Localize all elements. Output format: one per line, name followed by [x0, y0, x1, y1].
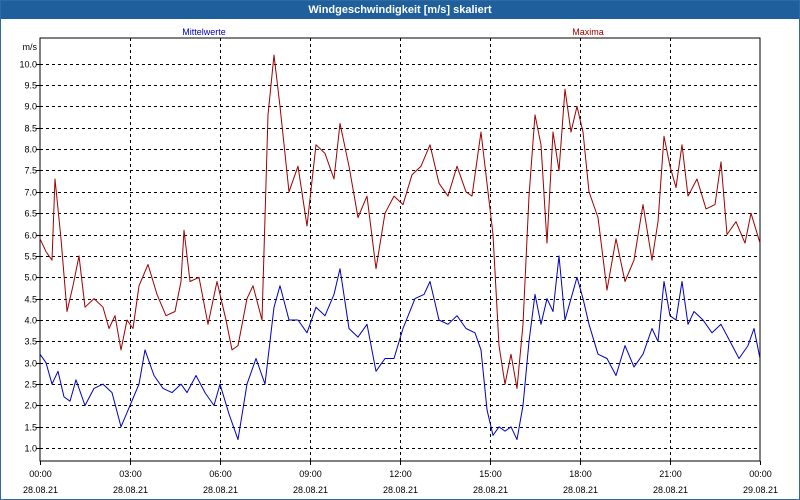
x-tick-date: 28.08.21	[383, 485, 418, 495]
y-tick-label: 4.5	[24, 295, 37, 305]
y-tick-label: 8.5	[24, 124, 37, 134]
y-tick-label: 3.0	[24, 359, 37, 369]
x-tick-time: 09:00	[299, 469, 322, 479]
x-tick-time: 21:00	[659, 469, 682, 479]
x-tick-time: 03:00	[119, 469, 142, 479]
x-tick-date: 28.08.21	[203, 485, 238, 495]
x-tick-time: 15:00	[479, 469, 502, 479]
x-tick-date: 28.08.21	[473, 485, 508, 495]
y-tick-label: 5.5	[24, 252, 37, 262]
y-tick-label: 6.0	[24, 231, 37, 241]
y-tick-label: 8.0	[24, 145, 37, 155]
x-tick-date: 28.08.21	[653, 485, 688, 495]
legend-mittelwerte: Mittelwerte	[182, 27, 226, 37]
y-tick-label: 3.5	[24, 337, 37, 347]
x-tick-date: 28.08.21	[23, 485, 58, 495]
x-tick-time: 12:00	[389, 469, 412, 479]
series-line-maxima	[39, 54, 761, 389]
x-tick-time: 06:00	[209, 469, 232, 479]
series-line-mittelwerte	[39, 255, 761, 441]
y-tick-label: 5.0	[24, 273, 37, 283]
y-tick-label: 9.5	[24, 81, 37, 91]
x-tick-date: 28.08.21	[563, 485, 598, 495]
y-tick-label: 10.0	[19, 60, 37, 70]
x-tick-date: 28.08.21	[293, 485, 328, 495]
y-axis-label: m/s	[23, 42, 38, 52]
y-tick-label: 2.5	[24, 380, 37, 390]
y-tick-label: 7.5	[24, 166, 37, 176]
window-title: Windgeschwindigkeit [m/s] skaliert	[1, 1, 799, 19]
y-tick-label: 1.0	[24, 444, 37, 454]
x-tick-time: 18:00	[569, 469, 592, 479]
x-tick-date: 29.08.21	[743, 485, 778, 495]
y-tick-label: 9.0	[24, 102, 37, 112]
x-tick-time: 00:00	[749, 469, 772, 479]
y-tick-label: 1.5	[24, 423, 37, 433]
y-tick-label: 7.0	[24, 188, 37, 198]
legend-maxima: Maxima	[572, 27, 604, 37]
y-tick-label: 2.0	[24, 401, 37, 411]
x-tick-time: 00:00	[29, 469, 52, 479]
x-tick-date: 28.08.21	[113, 485, 148, 495]
y-tick-label: 4.0	[24, 316, 37, 326]
y-tick-label: 6.5	[24, 209, 37, 219]
